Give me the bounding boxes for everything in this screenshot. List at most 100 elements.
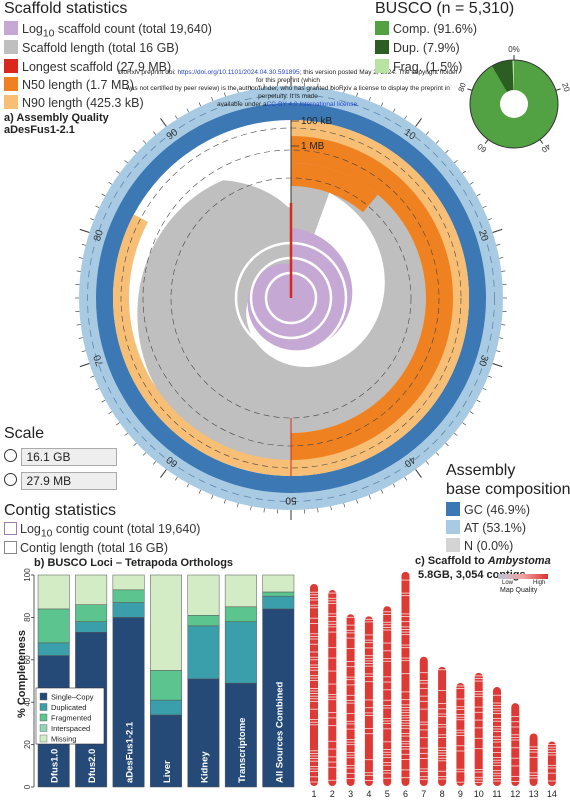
b-category-label: Liver — [162, 760, 173, 783]
circle-tick — [425, 461, 429, 465]
bar-segment — [150, 699, 182, 716]
circle-tick — [95, 205, 100, 209]
circle-tick — [78, 257, 83, 259]
circle-tick — [392, 108, 396, 113]
bar-segment — [75, 604, 108, 622]
b-legend-swatch — [39, 692, 48, 701]
b-y-tick-label: 20 — [23, 740, 32, 749]
legend-swatch — [446, 520, 460, 534]
b-y-tick-label: 0 — [23, 784, 32, 789]
circle-tick — [488, 218, 492, 221]
log-text: Log — [20, 522, 41, 536]
circle-tick — [469, 182, 474, 185]
circle-tick — [454, 432, 458, 436]
circle-tick — [445, 442, 449, 447]
legend-swatch — [4, 40, 18, 54]
circle-tick — [153, 461, 157, 465]
bar-segment — [262, 574, 295, 593]
chromosome — [328, 590, 337, 786]
circle-tick — [343, 503, 346, 508]
circle-tick — [415, 118, 422, 127]
circle-tick — [198, 489, 202, 494]
circle-tick — [435, 140, 440, 144]
bar-segment — [37, 642, 70, 656]
scale-row-longest: 27.9 MB — [4, 472, 118, 490]
legend-swatch — [446, 538, 460, 552]
circle-tick — [142, 452, 147, 456]
length-label: 100 kB — [301, 116, 332, 127]
circle-tick — [392, 483, 396, 488]
preprint-line1: bioRxiv preprint doi: — [118, 69, 178, 76]
circle-tick — [108, 182, 113, 185]
circle-tick — [142, 140, 147, 144]
legend-label: Scaffold length (total 16 GB) — [22, 41, 179, 55]
circle-tick — [263, 83, 265, 88]
log-scaffold-count-area — [247, 228, 353, 351]
b-y-tick-label: 60 — [23, 655, 32, 664]
gc-dashed-circle — [87, 94, 495, 502]
circle-tick — [404, 115, 407, 120]
n50-band-top — [291, 163, 378, 213]
license-link[interactable]: CC-BY 4.0 International license — [266, 101, 358, 108]
chromosome — [364, 616, 373, 786]
circle-tick — [116, 422, 120, 426]
circle-tick — [133, 149, 137, 154]
bar-segment — [112, 589, 145, 603]
chromosome-label: 2 — [330, 789, 335, 799]
circle-tick — [356, 499, 359, 504]
panel-b-ylabel: % Completeness — [16, 629, 28, 719]
circle-tick — [124, 160, 128, 164]
log-rest: scaffold count (total 19,640) — [54, 22, 212, 36]
bar-segment — [224, 574, 257, 608]
chromosome — [346, 614, 355, 786]
circle-tick-label: 70 — [92, 353, 106, 367]
circle-tick — [90, 375, 94, 378]
legend-label: N (0.0%) — [464, 539, 514, 553]
bar-segment — [150, 670, 182, 701]
legend-swatch — [4, 95, 18, 109]
legend-swatch — [375, 21, 389, 35]
base-comp-header-1: Assembly — [446, 462, 516, 479]
chromosome-body — [547, 741, 556, 786]
contig-legend-length: Contig length (total 16 GB) — [4, 541, 168, 555]
preprint-notice: bioRxiv preprint doi: https://doi.org/10… — [118, 69, 458, 109]
chromosome-body — [456, 682, 465, 786]
circle-tick — [108, 411, 113, 414]
bar-segment — [150, 714, 182, 788]
circle-tick — [81, 350, 86, 353]
length-label: 1 MB — [301, 141, 325, 152]
b-legend-swatch — [39, 724, 48, 732]
circle-tick — [133, 442, 137, 447]
busco-center — [500, 90, 528, 118]
scale-row-total: 16.1 GB — [4, 448, 118, 466]
b-category-label: All Sources Combined — [274, 681, 285, 783]
legend-label: N50 length (1.7 MB) — [22, 78, 134, 92]
contig-legend-count: Log10 contig count (total 19,640) — [4, 522, 200, 540]
doi-link[interactable]: https://doi.org/10.1101/2024.04.30.59189… — [177, 69, 300, 76]
legend-label: Comp. (91.6%) — [393, 22, 478, 36]
chromosome-body — [328, 590, 337, 786]
circle-tick — [76, 270, 81, 272]
circle-tick — [380, 489, 384, 494]
circle-tick — [330, 85, 332, 90]
circle-tick — [343, 88, 346, 93]
circle-tick — [380, 102, 384, 107]
legend-longest-scaffold: Longest scaffold (27.9 MB) — [4, 59, 171, 74]
chromosome-body — [419, 656, 428, 786]
legend-scaffold-length: Scaffold length (total 16 GB) — [4, 40, 179, 55]
busco-tick — [539, 139, 544, 144]
bar-segment — [224, 621, 257, 684]
busco-fragmented — [512, 60, 514, 91]
bar-segment — [75, 574, 108, 605]
circle-tick — [469, 411, 474, 414]
circle-tick — [76, 324, 81, 326]
legend-swatch — [4, 21, 18, 35]
busco-tick-label: 80 — [457, 81, 468, 93]
b-y-tick-label: 40 — [23, 697, 32, 706]
bar-segment — [262, 608, 295, 788]
circle-tick — [211, 97, 214, 101]
panel-b-title: b) BUSCO Loci – Tetrapoda Orthologs — [34, 557, 234, 569]
circle-tick — [223, 499, 226, 504]
circle-tick — [356, 92, 359, 97]
chromosome — [383, 606, 392, 786]
